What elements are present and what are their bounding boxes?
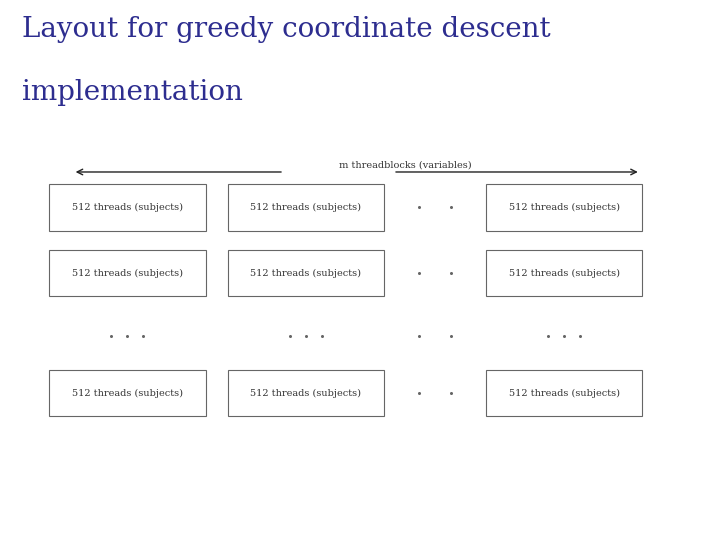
Text: 512 threads (subjects): 512 threads (subjects)	[250, 269, 361, 277]
Text: 512 threads (subjects): 512 threads (subjects)	[509, 269, 620, 277]
Text: m threadblocks (variables): m threadblocks (variables)	[339, 161, 471, 169]
Text: 512 threads (subjects): 512 threads (subjects)	[250, 203, 361, 212]
Text: implementation: implementation	[22, 79, 242, 106]
FancyBboxPatch shape	[49, 250, 205, 296]
Text: 512 threads (subjects): 512 threads (subjects)	[250, 389, 361, 397]
FancyBboxPatch shape	[486, 185, 642, 230]
FancyBboxPatch shape	[227, 370, 384, 416]
FancyBboxPatch shape	[227, 250, 384, 296]
Text: Layout for greedy coordinate descent: Layout for greedy coordinate descent	[22, 16, 550, 43]
FancyBboxPatch shape	[49, 185, 205, 230]
Text: 512 threads (subjects): 512 threads (subjects)	[72, 203, 183, 212]
FancyBboxPatch shape	[486, 250, 642, 296]
FancyBboxPatch shape	[486, 370, 642, 416]
FancyBboxPatch shape	[49, 370, 205, 416]
Text: 512 threads (subjects): 512 threads (subjects)	[72, 389, 183, 397]
FancyBboxPatch shape	[227, 185, 384, 230]
Text: 512 threads (subjects): 512 threads (subjects)	[509, 203, 620, 212]
Text: 512 threads (subjects): 512 threads (subjects)	[509, 389, 620, 397]
Text: 512 threads (subjects): 512 threads (subjects)	[72, 269, 183, 277]
